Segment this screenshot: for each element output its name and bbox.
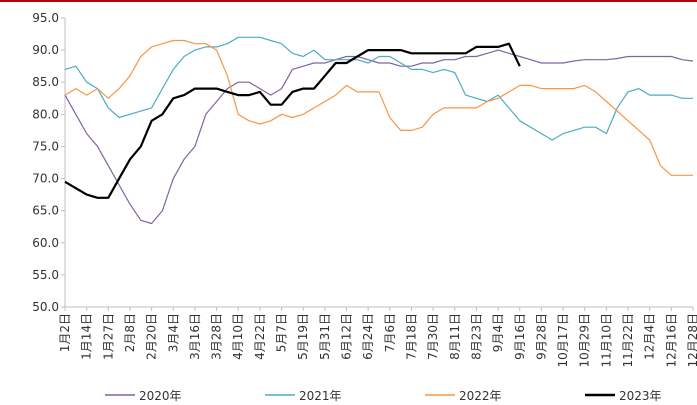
x-tick-label: 5月7日 xyxy=(275,313,289,352)
x-tick-label: 12月16日 xyxy=(664,313,678,368)
x-tick-label: 4月22日 xyxy=(253,313,267,360)
y-tick-label: 80.0 xyxy=(32,107,59,121)
x-tick-label: 4月10日 xyxy=(231,313,245,360)
x-tick-label: 6月12日 xyxy=(340,313,354,360)
x-tick-label: 10月17日 xyxy=(556,313,570,368)
x-tick-label: 2月8日 xyxy=(123,313,137,352)
x-tick-label: 7月18日 xyxy=(404,313,418,360)
legend-label: 2020年 xyxy=(139,389,182,403)
series-line xyxy=(64,36,693,141)
x-tick-label: 3月16日 xyxy=(188,313,202,360)
x-tick-label: 9月28日 xyxy=(534,313,548,360)
series-line xyxy=(64,42,521,199)
y-tick-label: 55.0 xyxy=(32,268,59,282)
x-tick-label: 3月4日 xyxy=(166,313,180,352)
legend-label: 2021年 xyxy=(299,389,342,403)
y-tick-label: 90.0 xyxy=(32,43,59,57)
x-tick-label: 3月28日 xyxy=(210,313,224,360)
x-tick-label: 9月16日 xyxy=(513,313,527,360)
x-tick-label: 10月29日 xyxy=(578,313,592,368)
x-tick-label: 12月28日 xyxy=(686,313,697,368)
x-tick-label: 9月4日 xyxy=(491,313,505,352)
y-tick-label: 75.0 xyxy=(32,139,59,153)
legend-label: 2023年 xyxy=(619,389,662,403)
y-tick-label: 70.0 xyxy=(32,172,59,186)
x-tick-label: 11月10日 xyxy=(599,313,613,368)
x-tick-label: 1月27日 xyxy=(101,313,115,360)
x-tick-label: 1月2日 xyxy=(58,313,72,352)
y-tick-label: 60.0 xyxy=(32,236,59,250)
x-tick-label: 7月30日 xyxy=(426,313,440,360)
x-tick-label: 8月23日 xyxy=(469,313,483,360)
y-tick-label: 65.0 xyxy=(32,204,59,218)
x-tick-label: 6月24日 xyxy=(361,313,375,360)
x-tick-label: 12月4日 xyxy=(643,313,657,360)
legend-label: 2022年 xyxy=(459,389,502,403)
y-tick-label: 95.0 xyxy=(32,11,59,25)
y-tick-label: 85.0 xyxy=(32,75,59,89)
x-tick-label: 11月22日 xyxy=(621,313,635,368)
y-tick-label: 50.0 xyxy=(32,300,59,314)
series-line xyxy=(64,39,693,176)
x-tick-label: 5月31日 xyxy=(318,313,332,360)
x-tick-label: 1月14日 xyxy=(80,313,94,360)
x-tick-label: 5月19日 xyxy=(296,313,310,360)
x-tick-label: 2月20日 xyxy=(145,313,159,360)
x-tick-label: 7月6日 xyxy=(383,313,397,352)
series-line xyxy=(64,49,694,225)
x-tick-label: 8月11日 xyxy=(448,313,462,360)
